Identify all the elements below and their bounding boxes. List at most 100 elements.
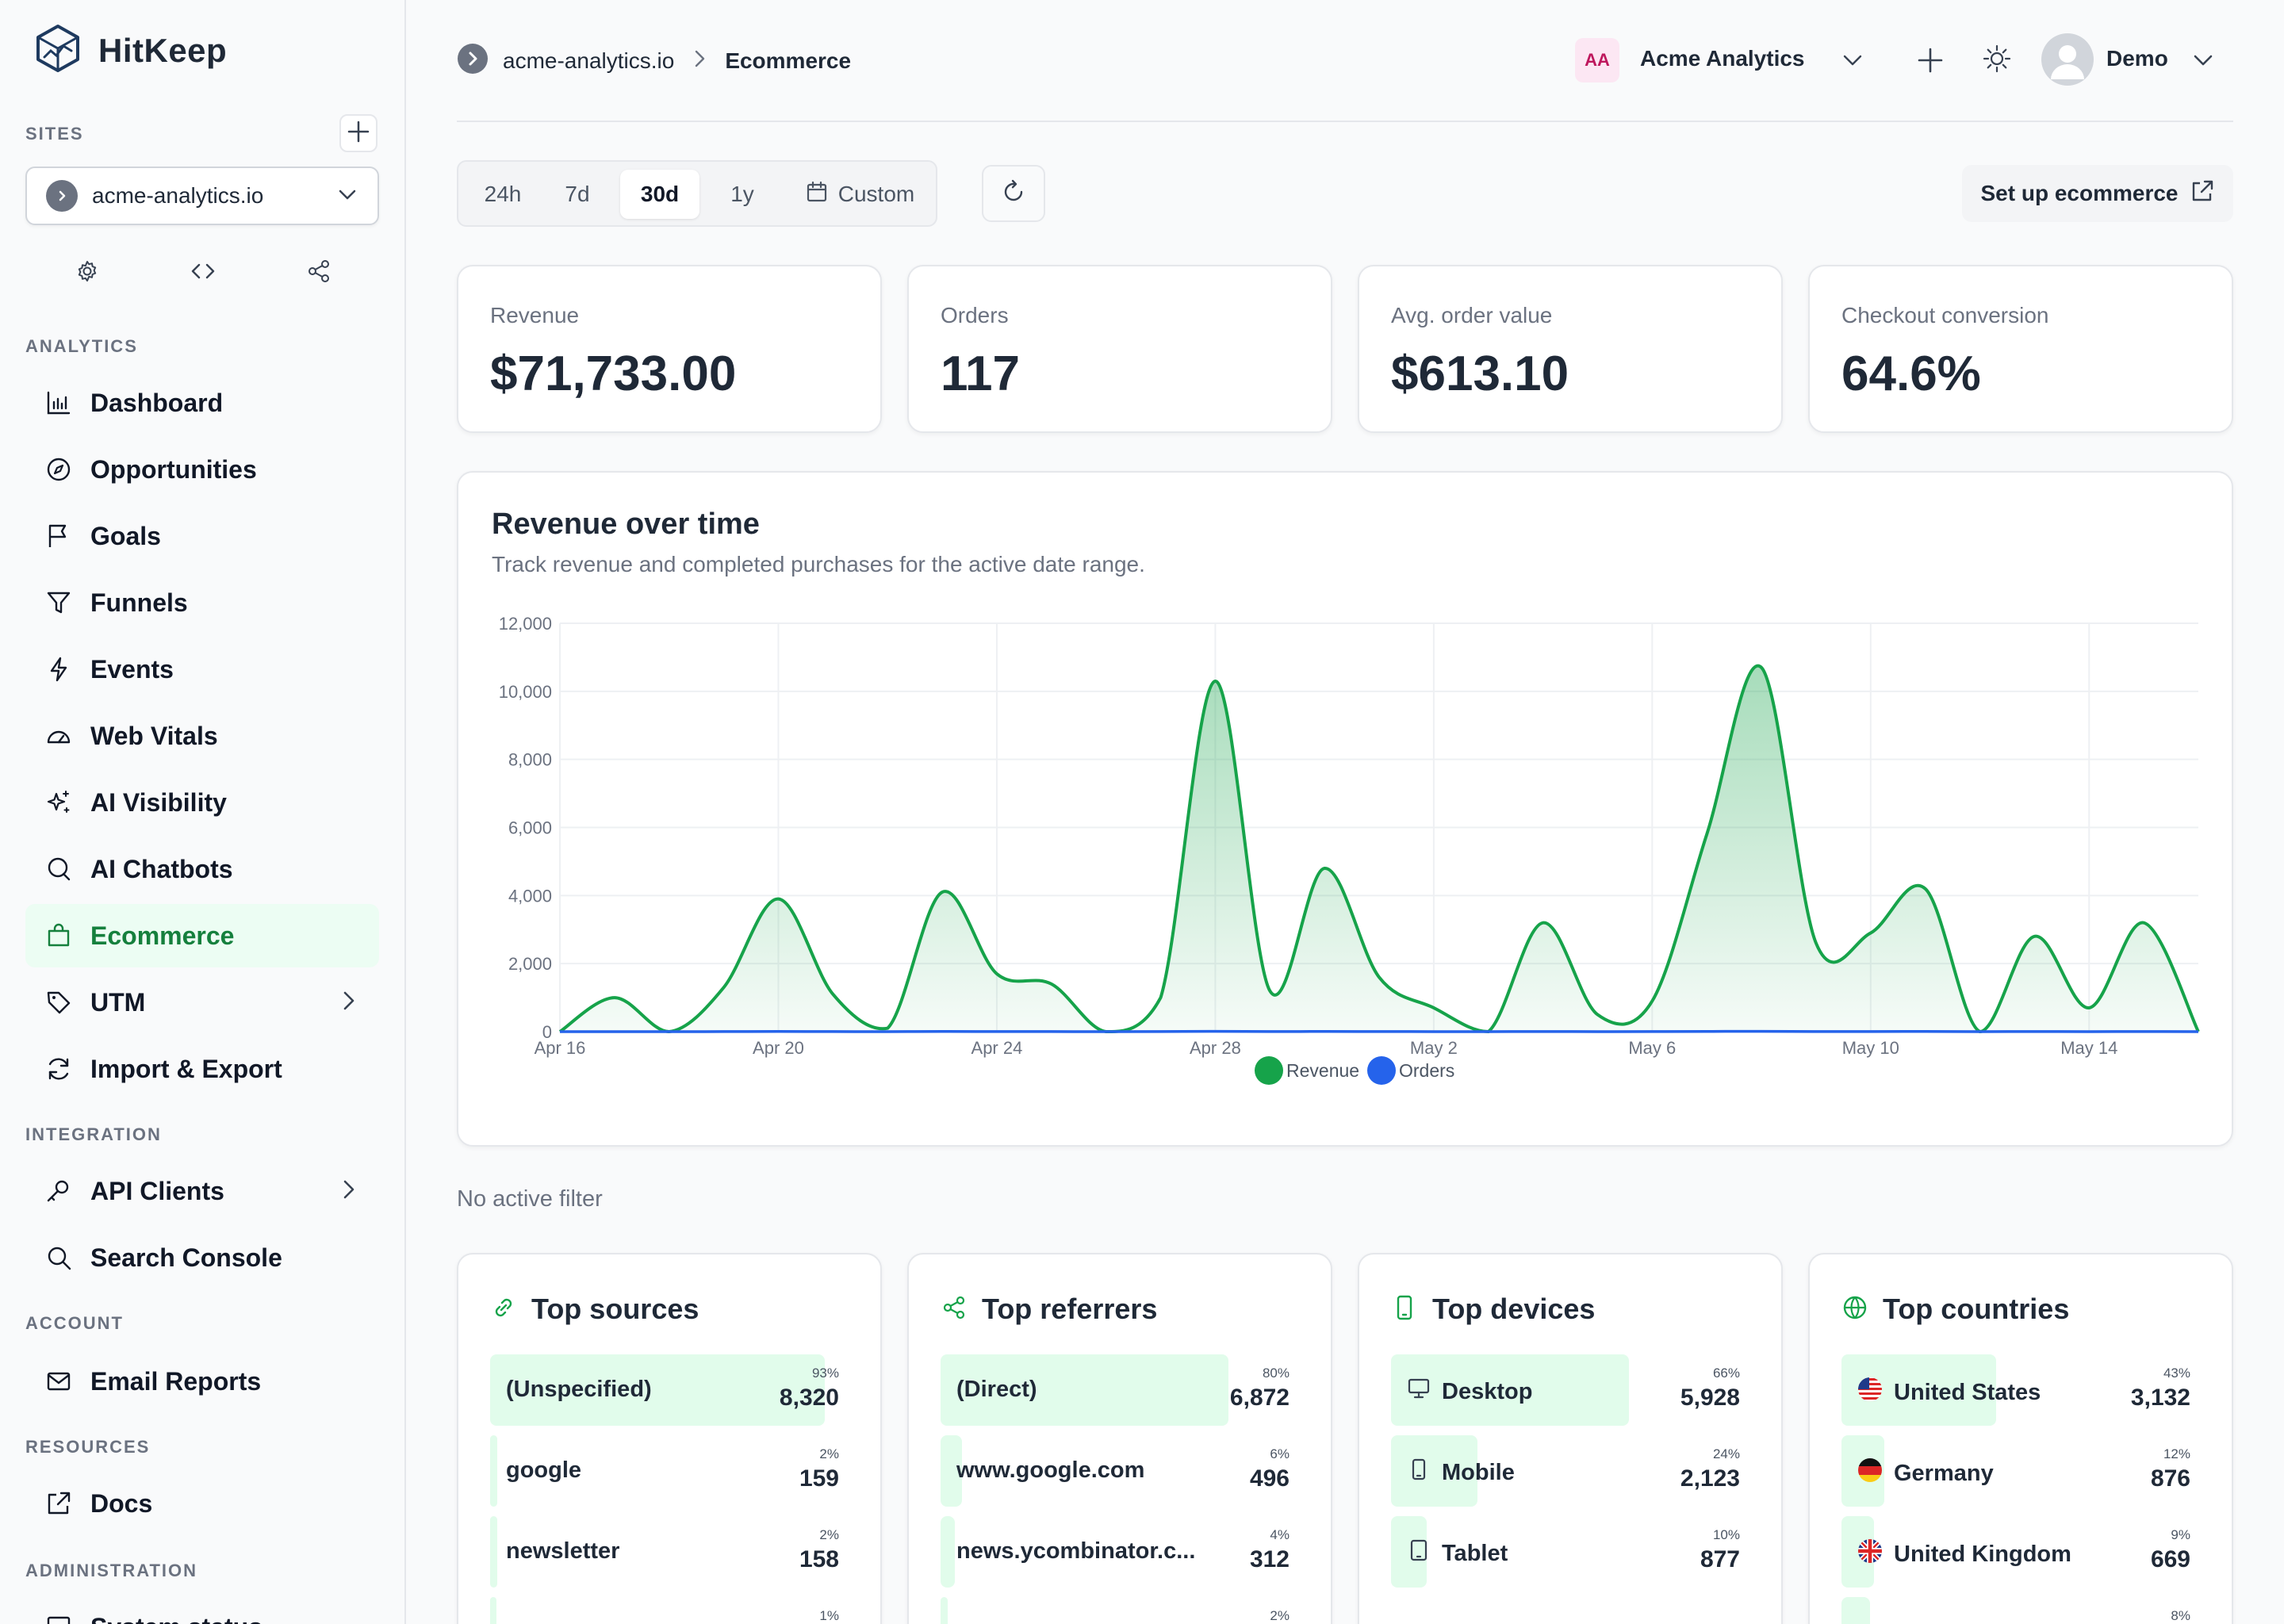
nav-item-opportunities[interactable]: Opportunities — [25, 438, 379, 501]
setup-ecommerce-button[interactable]: Set up ecommerce — [1962, 165, 2233, 222]
breakdown-row[interactable]: 2% — [941, 1597, 1301, 1624]
row-value: 158 — [799, 1546, 839, 1572]
nav-item-api-clients[interactable]: API Clients — [25, 1159, 379, 1223]
row-percent: 24% — [1712, 1446, 1740, 1461]
nav-item-dashboard[interactable]: Dashboard — [25, 371, 379, 435]
breakdown-row[interactable]: 8% — [1841, 1597, 2202, 1624]
refresh-button[interactable] — [982, 165, 1045, 222]
nav-item-import-export[interactable]: Import & Export — [25, 1037, 379, 1101]
bolt-icon — [43, 653, 75, 685]
org-switcher-label[interactable]: Acme Analytics — [1640, 46, 1805, 71]
tracking-code-icon[interactable] — [186, 254, 220, 289]
share-site-icon[interactable] — [301, 254, 336, 289]
top-referrers-card: Top referrers (Direct) 80% 6,872 www.google.… — [907, 1253, 1332, 1624]
org-avatar[interactable]: AA — [1575, 38, 1619, 82]
compass-icon — [43, 454, 75, 485]
row-label: google — [506, 1457, 581, 1484]
breakdown-row[interactable]: United States 43% 3,132 — [1841, 1354, 2202, 1426]
nav-item-events[interactable]: Events — [25, 638, 379, 701]
shopping-bag-icon — [43, 920, 75, 952]
brand-name: HitKeep — [98, 31, 228, 69]
chat-icon — [43, 853, 75, 885]
breakdown-row[interactable]: Mobile 24% 2,123 — [1391, 1435, 1751, 1507]
row-value: 5,928 — [1680, 1385, 1740, 1411]
range-30d-button[interactable]: 30d — [620, 170, 699, 219]
phone-icon — [1391, 1294, 1418, 1325]
breakdown-row[interactable]: Desktop 66% 5,928 — [1391, 1354, 1751, 1426]
brand[interactable]: HitKeep — [35, 24, 227, 77]
revenue-chart[interactable]: 0 2,000 4,000 6,000 8,000 10,000 12,000 Apr 16 A… — [458, 473, 2235, 1148]
breakdown-row[interactable]: Germany 12% 876 — [1841, 1435, 2202, 1507]
breakdown-row[interactable]: Tablet 10% 877 — [1391, 1516, 1751, 1588]
add-site-button[interactable] — [339, 114, 377, 152]
row-label-text: google — [506, 1457, 582, 1483]
breakdown-row[interactable]: 1% — [490, 1597, 850, 1624]
user-menu-label[interactable]: Demo — [2106, 46, 2168, 71]
range-custom-button[interactable]: Custom — [788, 170, 931, 219]
kpi-value: 117 — [941, 347, 1021, 401]
breakdown-row[interactable]: newsletter 2% 158 — [490, 1516, 850, 1588]
resources-section-label: RESOURCES — [25, 1437, 151, 1457]
y-tick-label: 10,000 — [499, 682, 552, 702]
panel-title: Top devices — [1432, 1293, 1596, 1325]
breakdown-row[interactable]: (Unspecified) 93% 8,320 — [490, 1354, 850, 1426]
add-plus-icon[interactable] — [1913, 43, 1948, 78]
row-value: 6,872 — [1229, 1385, 1290, 1411]
kpi-label: Avg. order value — [1391, 303, 1553, 327]
nav-item-utm[interactable]: UTM — [25, 971, 379, 1034]
site-selector[interactable]: acme-analytics.io — [25, 167, 379, 225]
kpi-card-orders: Orders 117 — [907, 265, 1332, 433]
breakdown-row[interactable]: news.ycombinator.c... 4% 312 — [941, 1516, 1301, 1588]
mail-icon — [43, 1365, 75, 1397]
nav-item-ecommerce[interactable]: Ecommerce — [25, 904, 379, 967]
kpi-card-avg-order-value: Avg. order value $613.10 — [1358, 265, 1783, 433]
breadcrumb-site[interactable]: acme-analytics.io — [503, 48, 675, 73]
sites-section-label: SITES — [25, 124, 84, 144]
nav-item-system-status[interactable]: System status — [25, 1595, 379, 1624]
top-sources-card: Top sources (Unspecified) 93% 8,320 google 2%… — [457, 1253, 882, 1624]
share-bar — [490, 1516, 498, 1588]
nav-item-docs[interactable]: Docs — [25, 1472, 379, 1535]
nav-item-email-reports[interactable]: Email Reports — [25, 1350, 379, 1413]
range-24h-button[interactable]: 24h — [484, 182, 522, 206]
row-label: news.ycombinator.c... — [956, 1538, 1195, 1565]
row-percent: 8% — [2171, 1608, 2190, 1623]
nav-item-funnels[interactable]: Funnels — [25, 571, 379, 634]
row-label: newsletter — [506, 1538, 619, 1565]
panel-title: Top referrers — [982, 1293, 1158, 1325]
breakdown-row[interactable]: google 2% 159 — [490, 1435, 850, 1507]
y-tick-label: 8,000 — [508, 750, 552, 770]
site-settings-gear-icon[interactable] — [70, 254, 105, 289]
row-percent: 6% — [1270, 1446, 1290, 1461]
range-7d-button[interactable]: 7d — [565, 182, 590, 206]
breadcrumb-current: Ecommerce — [725, 48, 852, 73]
org-chevron-down-icon[interactable] — [1835, 43, 1870, 78]
user-chevron-down-icon[interactable] — [2186, 43, 2221, 78]
theme-toggle-sun-icon[interactable] — [1979, 41, 2014, 76]
nav-item-search-console[interactable]: Search Console — [25, 1226, 379, 1289]
x-tick-label: Apr 28 — [1190, 1038, 1241, 1058]
breakdown-row[interactable]: www.google.com 6% 496 — [941, 1435, 1301, 1507]
range-1y-button[interactable]: 1y — [730, 182, 754, 206]
row-label-text: (Unspecified) — [506, 1377, 652, 1402]
nav-item-label: UTM — [90, 987, 146, 1017]
kpi-label: Orders — [941, 303, 1009, 327]
y-tick-label: 4,000 — [508, 886, 552, 906]
nav-item-web-vitals[interactable]: Web Vitals — [25, 704, 379, 768]
row-value: 496 — [1249, 1465, 1290, 1492]
nav-item-ai-chatbots[interactable]: AI Chatbots — [25, 837, 379, 901]
nav-item-goals[interactable]: Goals — [25, 504, 379, 568]
user-avatar[interactable] — [2041, 33, 2094, 86]
breakdown-row[interactable]: (Direct) 80% 6,872 — [941, 1354, 1301, 1426]
kpi-card-revenue: Revenue $71,733.00 — [457, 265, 882, 433]
bar-chart-icon — [43, 387, 75, 419]
flag-us-icon — [1857, 1377, 1883, 1408]
nav-item-ai-visibility[interactable]: AI Visibility — [25, 771, 379, 834]
share-icon — [941, 1294, 968, 1325]
monitor-icon — [1407, 1377, 1431, 1407]
row-label-text: Mobile — [1442, 1459, 1515, 1485]
row-label-text: newsletter — [506, 1538, 620, 1564]
kpi-card-checkout-conversion: Checkout conversion 64.6% — [1808, 265, 2233, 433]
breakdown-row[interactable]: United Kingdom 9% 669 — [1841, 1516, 2202, 1588]
